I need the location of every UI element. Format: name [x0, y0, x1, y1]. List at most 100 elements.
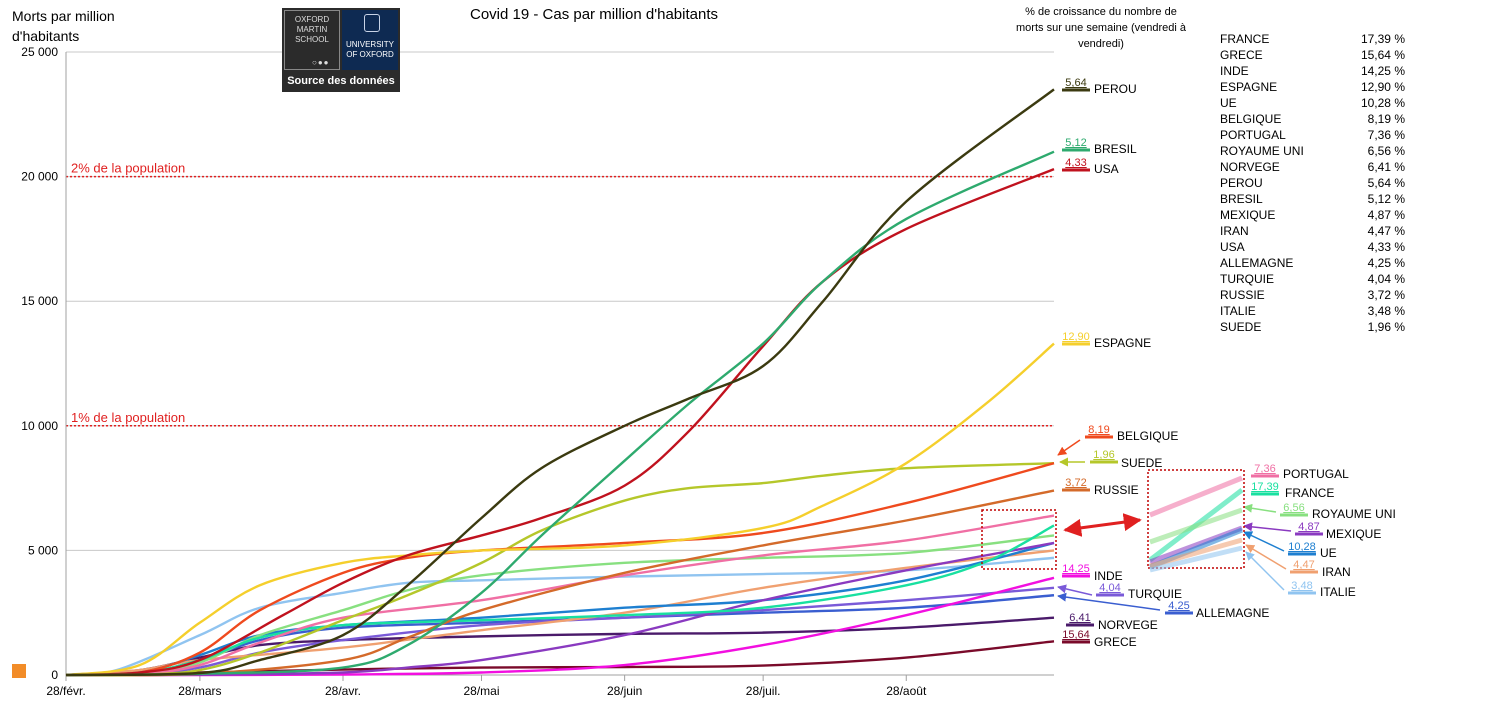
ranking-value: 5,64 %	[1367, 176, 1405, 190]
ranking-country: MEXIQUE	[1220, 208, 1276, 222]
y-tick-label: 0	[51, 668, 58, 682]
series-name-norvege: NORVEGE	[1098, 618, 1158, 632]
ranking-value: 4,47 %	[1367, 224, 1405, 238]
y-axis-title: Morts par million d'habitants	[12, 8, 115, 44]
x-tick-label: 28/août	[886, 684, 927, 698]
growth-label-inde: 14,25	[1062, 563, 1090, 575]
series-name-allemagne: ALLEMAGNE	[1196, 606, 1269, 620]
ranking-row: RUSSIE 3,72 %	[1220, 287, 1405, 303]
growth-label-turquie: 4,04	[1099, 582, 1120, 594]
series-line-russie	[65, 489, 1055, 677]
x-tick-label: 28/févr.	[46, 684, 85, 698]
corner-app-icon	[12, 664, 26, 678]
x-tick-label: 28/mars	[178, 684, 221, 698]
ranking-country: PEROU	[1220, 176, 1263, 190]
oxford-seal-icon	[364, 14, 380, 32]
series-name-russie: RUSSIE	[1094, 483, 1139, 497]
ranking-value: 5,12 %	[1367, 192, 1405, 206]
series-name-espagne: ESPAGNE	[1094, 336, 1151, 350]
series-name-france: FRANCE	[1285, 486, 1334, 500]
series-line-royaume-uni	[65, 534, 1055, 677]
growth-label-iran: 4,47	[1293, 559, 1314, 571]
ranking-country: SUEDE	[1220, 320, 1262, 334]
growth-label-belgique: 8,19	[1088, 424, 1109, 436]
ranking-country: BELGIQUE	[1220, 112, 1282, 126]
ranking-row: NORVEGE 6,41 %	[1220, 159, 1405, 175]
ranking-row: FRANCE 17,39 %	[1220, 31, 1405, 47]
series-name-bresil: BRESIL	[1094, 142, 1137, 156]
series-name-portugal: PORTUGAL	[1283, 467, 1349, 481]
ranking-row: ITALIE 3,48 %	[1220, 303, 1405, 319]
series-line-mexique	[65, 541, 1055, 677]
growth-label-ue: 10,28	[1288, 541, 1316, 553]
growth-ranking-table: FRANCE 17,39 % GRECE 15,64 % INDE 14,25 % ESPA…	[1220, 31, 1405, 335]
x-tick-label: 28/avr.	[325, 684, 361, 698]
ranking-country: UE	[1220, 96, 1237, 110]
ranking-country: INDE	[1220, 64, 1249, 78]
series-name-royaume-uni: ROYAUME UNI	[1312, 507, 1396, 521]
y-tick-label: 5 000	[28, 543, 58, 557]
ranking-value: 4,87 %	[1367, 208, 1405, 222]
ranking-value: 4,25 %	[1367, 256, 1405, 270]
ranking-value: 14,25 %	[1360, 64, 1405, 78]
series-line-norvege	[65, 616, 1055, 677]
growth-label-usa: 4,33	[1065, 157, 1086, 169]
inset-line-italie	[1149, 545, 1243, 573]
ranking-country: GRECE	[1220, 48, 1263, 62]
reference-line-label: 1% de la population	[71, 410, 185, 425]
ranking-row: MEXIQUE 4,87 %	[1220, 207, 1405, 223]
zoom-source-box	[981, 509, 1057, 570]
series-name-grece: GRECE	[1094, 635, 1137, 649]
ranking-row: UE 10,28 %	[1220, 95, 1405, 111]
ranking-row: TURQUIE 4,04 %	[1220, 271, 1405, 287]
series-name-iran: IRAN	[1322, 565, 1351, 579]
growth-label-royaume-uni: 6,56	[1283, 502, 1304, 514]
ranking-row: GRECE 15,64 %	[1220, 47, 1405, 63]
ranking-country: ALLEMAGNE	[1220, 256, 1294, 270]
ranking-row: BRESIL 5,12 %	[1220, 191, 1405, 207]
ranking-value: 17,39 %	[1360, 32, 1405, 46]
growth-label-france: 17,39	[1251, 481, 1279, 493]
growth-label-norvege: 6,41	[1069, 612, 1090, 624]
series-line-bresil	[65, 150, 1055, 677]
growth-label-bresil: 5,12	[1065, 137, 1086, 149]
ranking-country: USA	[1220, 240, 1245, 254]
series-name-italie: ITALIE	[1320, 585, 1356, 599]
y-tick-label: 10 000	[21, 419, 58, 433]
ranking-row: PEROU 5,64 %	[1220, 175, 1405, 191]
oxford-martin-school-box: OXFORD MARTIN SCHOOL	[284, 10, 340, 70]
pointer-arrow-mexique	[1243, 522, 1292, 532]
growth-label-grece: 15,64	[1062, 629, 1090, 641]
series-line-perou	[65, 88, 1055, 677]
data-source-label: Source des données	[287, 75, 395, 87]
ranking-country: ITALIE	[1220, 304, 1256, 318]
ranking-row: USA 4,33 %	[1220, 239, 1405, 255]
series-name-suede: SUEDE	[1121, 456, 1162, 470]
pointer-arrow-allemagne	[1057, 592, 1161, 611]
series-line-turquie	[65, 586, 1055, 677]
series-name-inde: INDE	[1094, 569, 1123, 583]
x-tick-label: 28/mai	[463, 684, 499, 698]
pointer-arrow-iran	[1245, 544, 1287, 570]
zoom-double-arrow	[1063, 513, 1142, 537]
ranking-country: TURQUIE	[1220, 272, 1274, 286]
y-tick-label: 15 000	[21, 294, 58, 308]
growth-label-italie: 3,48	[1291, 580, 1312, 592]
ranking-row: BELGIQUE 8,19 %	[1220, 111, 1405, 127]
ranking-row: ESPAGNE 12,90 %	[1220, 79, 1405, 95]
pointer-arrow-royaume-uni	[1243, 503, 1277, 513]
chart-title: Covid 19 - Cas par million d'habitants	[470, 6, 718, 23]
ranking-row: ROYAUME UNI 6,56 %	[1220, 143, 1405, 159]
ranking-value: 12,90 %	[1360, 80, 1405, 94]
series-name-belgique: BELGIQUE	[1117, 429, 1178, 443]
ranking-country: FRANCE	[1220, 32, 1270, 46]
ranking-country: NORVEGE	[1220, 160, 1280, 174]
series-line-suede	[65, 461, 1055, 677]
ranking-value: 3,48 %	[1367, 304, 1405, 318]
ranking-value: 6,41 %	[1367, 160, 1405, 174]
ranking-value: 10,28 %	[1360, 96, 1405, 110]
inset-line-portugal	[1149, 475, 1243, 518]
x-tick-label: 28/juin	[607, 684, 642, 698]
y-tick-label: 20 000	[21, 170, 58, 184]
